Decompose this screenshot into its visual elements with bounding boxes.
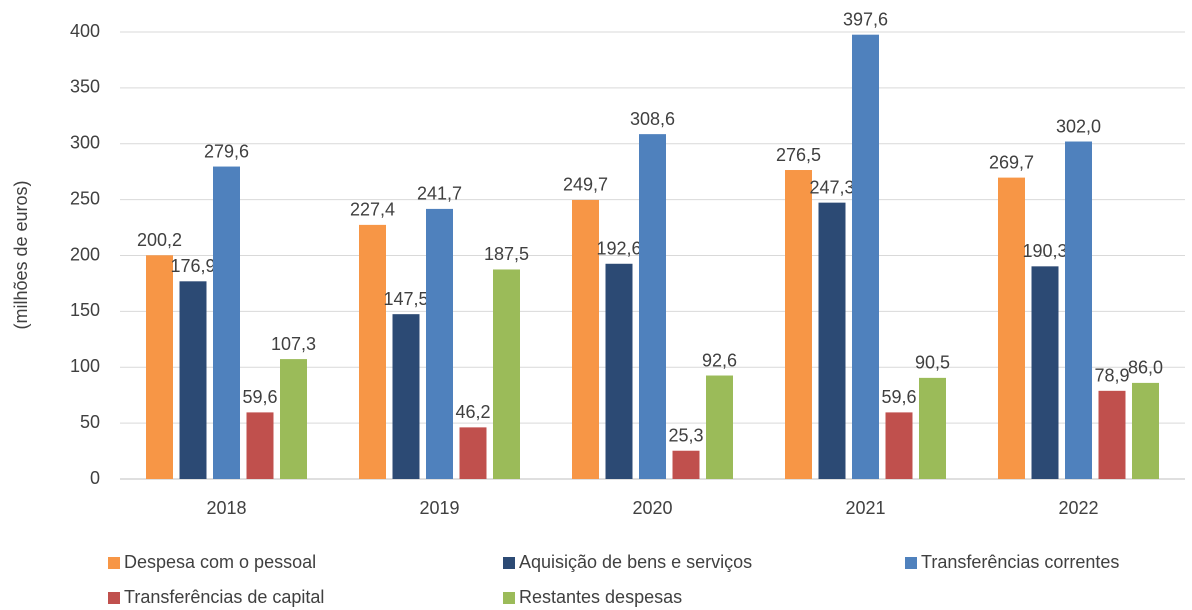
y-tick-label: 250 <box>70 188 100 208</box>
bar <box>706 375 733 479</box>
bar <box>919 377 946 479</box>
bar <box>146 255 173 479</box>
y-tick-label: 400 <box>70 21 100 41</box>
legend-swatch <box>503 557 515 569</box>
legend-label: Restantes despesas <box>519 587 682 607</box>
bar <box>426 208 453 479</box>
data-label: 107,3 <box>271 334 316 354</box>
data-label: 247,3 <box>809 177 854 197</box>
y-tick-label: 150 <box>70 300 100 320</box>
data-label: 46,2 <box>455 402 490 422</box>
bar <box>605 263 633 479</box>
y-tick-label: 0 <box>90 468 100 488</box>
legend-swatch <box>503 592 515 604</box>
legend-swatch <box>108 592 120 604</box>
y-tick-label: 100 <box>70 356 100 376</box>
x-tick-label: 2021 <box>845 498 885 518</box>
bar <box>179 281 207 479</box>
bar <box>213 166 240 479</box>
bar <box>998 177 1025 480</box>
data-label: 200,2 <box>137 230 182 250</box>
data-label: 192,6 <box>596 239 641 259</box>
bar <box>1031 266 1059 479</box>
data-label: 190,3 <box>1022 241 1067 261</box>
data-label: 269,7 <box>989 152 1034 172</box>
data-label: 92,6 <box>702 350 737 370</box>
legend-label: Aquisição de bens e serviços <box>519 552 752 572</box>
data-label: 249,7 <box>563 175 608 195</box>
bar <box>572 199 599 479</box>
legend-label: Transferências de capital <box>124 587 324 607</box>
data-label: 90,5 <box>915 353 950 373</box>
bar <box>885 412 913 479</box>
y-tick-label: 350 <box>70 77 100 97</box>
data-label: 78,9 <box>1094 366 1129 386</box>
data-label: 302,0 <box>1056 116 1101 136</box>
bar <box>818 202 846 479</box>
y-tick-label: 50 <box>80 412 100 432</box>
data-label: 241,7 <box>417 184 462 204</box>
bar <box>1132 382 1159 479</box>
y-tick-label: 300 <box>70 133 100 153</box>
data-label: 59,6 <box>242 387 277 407</box>
data-label: 308,6 <box>630 109 675 129</box>
data-label: 176,9 <box>170 256 215 276</box>
data-label: 279,6 <box>204 141 249 161</box>
data-label: 397,6 <box>843 9 888 29</box>
data-label: 187,5 <box>484 244 529 264</box>
data-label: 227,4 <box>350 200 395 220</box>
bar <box>459 427 487 479</box>
bar <box>852 34 879 479</box>
x-tick-label: 2018 <box>206 498 246 518</box>
data-label: 59,6 <box>881 387 916 407</box>
data-label: 86,0 <box>1128 358 1163 378</box>
bar <box>785 170 812 480</box>
x-tick-label: 2019 <box>419 498 459 518</box>
legend-swatch <box>905 557 917 569</box>
legend-label: Transferências correntes <box>921 552 1119 572</box>
x-tick-label: 2022 <box>1058 498 1098 518</box>
x-tick-label: 2020 <box>632 498 672 518</box>
bar <box>246 412 274 479</box>
bar <box>359 224 386 479</box>
bar <box>1098 390 1126 479</box>
legend-label: Despesa com o pessoal <box>124 552 316 572</box>
bar <box>672 450 700 479</box>
data-label: 147,5 <box>383 289 428 309</box>
y-tick-label: 200 <box>70 244 100 264</box>
data-label: 276,5 <box>776 145 821 165</box>
bar <box>280 359 307 479</box>
bar <box>493 269 520 479</box>
bar <box>1065 141 1092 479</box>
data-label: 25,3 <box>668 425 703 445</box>
bar <box>639 134 666 479</box>
legend-swatch <box>108 557 120 569</box>
y-axis-label: (milhões de euros) <box>11 180 31 329</box>
bar <box>392 314 420 479</box>
